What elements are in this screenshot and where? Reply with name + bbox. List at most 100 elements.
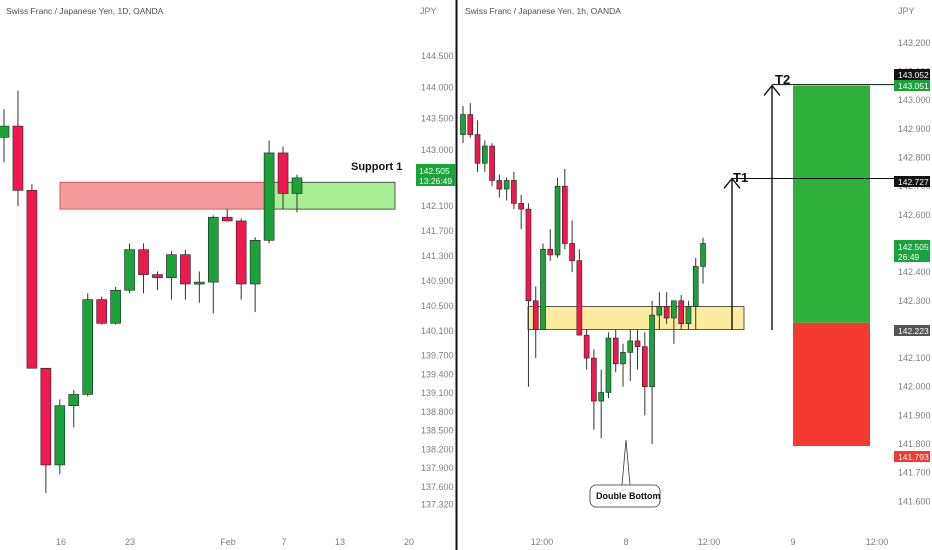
y-tick-label: 137.320 — [421, 499, 454, 509]
x-tick-label: 12:00 — [866, 537, 889, 547]
candle-body — [598, 392, 604, 402]
y-tick-label: 142.600 — [898, 210, 931, 220]
candle-body — [180, 254, 191, 285]
right-chart-plot[interactable]: 141.600 141.700 141.800 141.900 142.000 142.1… — [460, 38, 931, 547]
x-tick-label: 7 — [281, 537, 286, 547]
y-tick-label: 141.300 — [421, 251, 454, 261]
candle — [503, 177, 510, 201]
candle-body — [518, 203, 524, 210]
y-tick-label: 143.000 — [898, 95, 931, 105]
candle — [685, 300, 692, 330]
candle-body — [554, 185, 561, 256]
candle — [612, 329, 619, 373]
candle — [532, 286, 539, 359]
profit-zone — [793, 85, 870, 323]
candle — [249, 237, 261, 313]
y-tick-label: 138.500 — [421, 426, 454, 436]
tag-t1: 142.727 — [894, 176, 930, 187]
candle-body — [511, 180, 517, 204]
y-tick-label: 139.400 — [421, 369, 454, 379]
y-tick-label: 139.100 — [421, 388, 454, 398]
candle-body — [663, 306, 670, 319]
candle — [194, 271, 205, 303]
y-tick-label: 142.000 — [898, 382, 931, 392]
candle — [0, 109, 10, 163]
y-tick-label: 140.500 — [421, 301, 454, 311]
t1-label: T1 — [733, 170, 748, 185]
x-tick-label: 12:00 — [698, 537, 721, 547]
candle — [277, 146, 289, 210]
candle — [26, 184, 38, 369]
x-tick-label: 20 — [404, 537, 414, 547]
candle-body — [642, 346, 648, 388]
candle-body — [82, 299, 94, 395]
candle — [82, 293, 94, 397]
t2-label: T2 — [775, 72, 790, 87]
candle-body — [26, 190, 38, 369]
svg-text:143.051: 143.051 — [898, 81, 929, 91]
svg-text:142.505: 142.505 — [898, 242, 929, 252]
candle-body — [503, 180, 510, 190]
candle — [663, 292, 670, 324]
candle — [591, 349, 597, 430]
candle-body — [591, 357, 597, 402]
candle — [166, 250, 177, 300]
y-tick-label: 144.500 — [421, 51, 454, 61]
left-currency-label: JPY — [420, 6, 437, 16]
candle-body — [138, 249, 149, 275]
left-chart-plot[interactable]: 137.320 137.600 137.900 138.200 138.500 138.8… — [0, 51, 454, 547]
svg-text:26:49: 26:49 — [898, 252, 920, 262]
right-price-tag: 142.505 26:49 — [894, 240, 930, 262]
candle-body — [634, 340, 641, 347]
y-tick-label: 143.500 — [421, 114, 454, 124]
tag-entry: 142.223 — [894, 325, 930, 336]
candle — [496, 174, 503, 198]
candle-body — [249, 239, 261, 285]
candle-body — [649, 314, 655, 388]
candle-body — [627, 340, 634, 353]
x-tick-label: 12:00 — [531, 537, 554, 547]
candle-body — [54, 405, 66, 466]
candle-body — [474, 134, 481, 164]
x-tick-label: 16 — [56, 537, 66, 547]
support-label: Support 1 — [351, 161, 402, 173]
svg-text:142.505: 142.505 — [419, 166, 450, 176]
candle-body — [460, 114, 466, 135]
x-tick-label: 13 — [335, 537, 345, 547]
candle-body — [605, 337, 612, 393]
candle — [68, 390, 80, 428]
candle — [656, 292, 663, 330]
candle — [671, 300, 677, 344]
candle-body — [489, 145, 495, 181]
candle-body — [532, 300, 539, 330]
double-bottom-callout: Double Bottom — [589, 439, 661, 508]
double-bottom-zone — [527, 306, 745, 330]
candle — [221, 209, 233, 222]
candle-body — [96, 299, 107, 324]
candle-body — [540, 248, 546, 330]
candle-body — [277, 152, 289, 194]
candle — [207, 215, 219, 314]
candle-body — [291, 177, 303, 194]
candle — [634, 329, 641, 370]
y-tick-label: 143.000 — [421, 145, 454, 155]
svg-text:Double Bottom: Double Bottom — [596, 491, 661, 501]
candle — [525, 203, 532, 387]
support-zone — [269, 181, 396, 210]
svg-text:13:26:49: 13:26:49 — [419, 176, 452, 186]
right-currency-label: JPY — [898, 6, 915, 16]
candle-body — [166, 254, 177, 279]
candle — [263, 140, 275, 244]
y-tick-label: 137.900 — [421, 463, 454, 473]
candle-body — [207, 216, 219, 283]
x-tick-label: 9 — [790, 537, 795, 547]
candle-body — [40, 367, 52, 466]
candle-body — [525, 208, 532, 302]
candle-body — [467, 114, 474, 135]
candle-body — [124, 249, 135, 291]
candle-body — [612, 337, 619, 365]
candle — [692, 257, 699, 330]
candle — [489, 143, 495, 187]
